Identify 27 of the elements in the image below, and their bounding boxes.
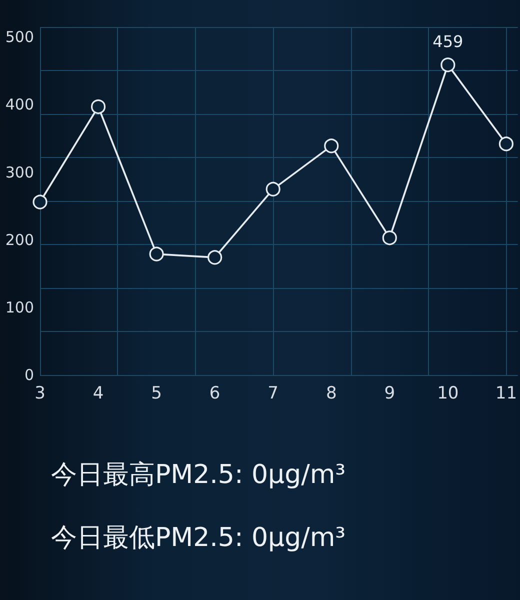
y-tick-label: 200 [5, 230, 34, 249]
point [208, 250, 222, 265]
point [266, 182, 280, 196]
point [90, 99, 106, 114]
y-tick-label: 400 [5, 96, 34, 114]
x-tick-label: 11 [495, 384, 518, 404]
point [382, 230, 397, 246]
x-tick-label: 3 [34, 384, 46, 404]
y-tick-label: 100 [5, 298, 34, 316]
x-tick-label: 4 [92, 384, 104, 404]
data-label: 459 [432, 32, 464, 52]
y-tick-label: 300 [5, 163, 34, 182]
text: 今日最低PM2.5: 0μg/m³ [51, 522, 346, 554]
point [149, 246, 164, 262]
point [440, 58, 456, 72]
x-tick-label: 9 [384, 384, 396, 404]
point [324, 138, 339, 154]
x-tick-label: 8 [326, 384, 337, 404]
x-tick-label: 10 [437, 384, 459, 404]
x-tick-label: 7 [268, 384, 279, 404]
text: 今日最高PM2.5: 0μg/m³ [51, 459, 346, 491]
point [498, 136, 514, 152]
x-tick-label: 6 [209, 384, 220, 404]
y-tick-label: 0 [24, 366, 34, 384]
point [32, 194, 48, 210]
x-tick-label: 5 [151, 384, 162, 404]
y-tick-label: 500 [5, 28, 34, 46]
